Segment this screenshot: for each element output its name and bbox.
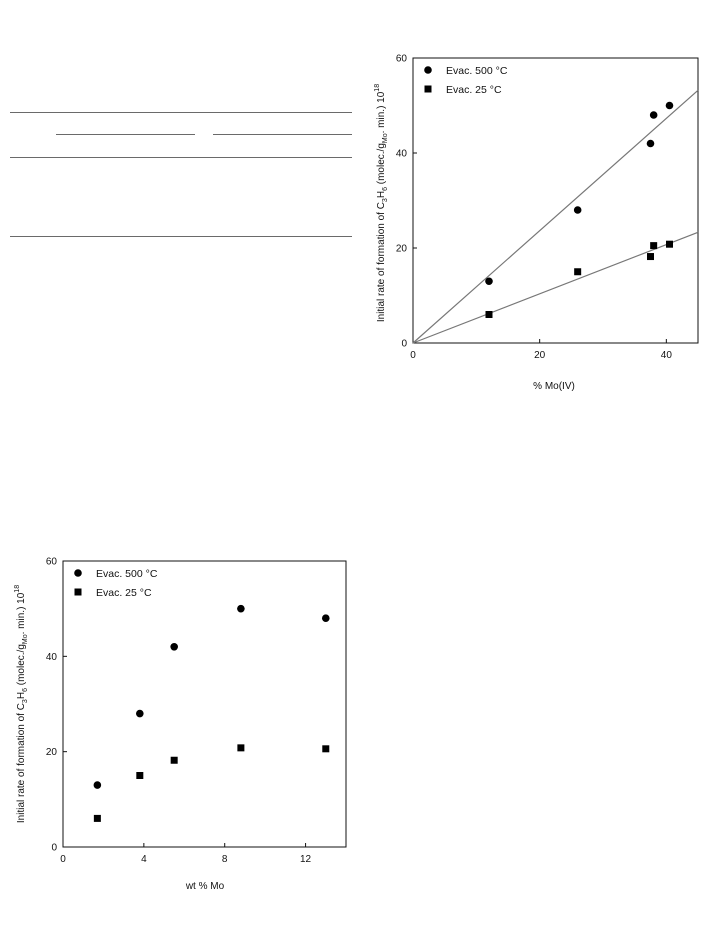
rate-vs-mo-iv-chart: % Mo(IV) Initial rate of formation of C3… [374,54,699,392]
data-point-circle [665,101,674,110]
y-tick-label: 40 [46,652,58,663]
data-point-square [170,756,178,764]
data-point-square [485,311,493,318]
svg-text:Initial rate of formation of C: Initial rate of formation of C3H6 (molec… [14,585,29,823]
data-point-square [93,814,101,822]
y-tick-label: 60 [396,54,408,65]
data-point-circle [321,614,330,622]
x-tick-label: 4 [141,854,147,865]
y-tick-label: 40 [396,149,408,160]
rate-vs-wt-mo-chart: wt % Mo Initial rate of formation of C3H… [14,557,347,892]
data-point-square [650,242,658,250]
svg-text:Initial rate of formation of C: Initial rate of formation of C3H6 (molec… [374,84,389,322]
x-tick-label: 8 [222,854,228,865]
legend-marker-square [424,85,432,93]
y-tick-label: 20 [46,747,58,758]
legend-label: Evac. 25 °C [96,587,152,599]
legend-label: Evac. 500 °C [446,65,508,77]
x-tick-label: 12 [300,854,312,865]
legend-label: Evac. 25 °C [446,84,502,96]
data-point-circle [93,781,102,789]
data-point-circle [646,139,655,148]
data-point-circle [649,111,658,119]
data-point-square [237,744,245,752]
fit-line [412,89,699,344]
x-tick-label: 20 [534,350,546,361]
table-header-rule [10,157,352,158]
data-point-circle [237,604,245,613]
data-point-circle [170,643,178,651]
data-point-circle [573,206,582,214]
y-axis-label: Initial rate of formation of C3H6 (molec… [374,84,389,322]
data-point-square [322,745,330,753]
data-point-circle [136,709,144,718]
y-axis-label: Initial rate of formation of C3H6 (molec… [14,585,29,823]
legend-label: Evac. 500 °C [96,568,158,580]
plot-frame [412,57,699,344]
legend-marker-circle [424,66,432,74]
y-tick-label: 60 [46,557,58,568]
table-group-rule-left [56,134,195,135]
table-bottom-rule [10,236,352,237]
y-tick-label: 0 [51,843,57,854]
table-top-rule [10,112,352,113]
x-axis-label: % Mo(IV) [533,381,575,392]
x-tick-label: 0 [60,854,66,865]
x-tick-label: 40 [661,350,673,361]
data-point-square [647,253,654,261]
data-point-square [136,772,144,779]
data-point-square [574,268,582,276]
data-point-square [666,240,673,248]
plot-frame [62,560,347,848]
y-tick-label: 0 [401,339,407,350]
x-tick-label: 0 [410,350,416,361]
table-group-rule-right [213,134,352,135]
legend-marker-square [74,588,82,596]
fit-line [412,231,699,344]
svg-text:% Mo(IV): % Mo(IV) [533,381,575,392]
data-point-circle [485,277,493,286]
svg-text:wt % Mo: wt % Mo [185,881,225,892]
x-axis-label: wt % Mo [185,881,225,892]
y-tick-label: 20 [396,244,408,255]
legend-marker-circle [74,569,82,577]
